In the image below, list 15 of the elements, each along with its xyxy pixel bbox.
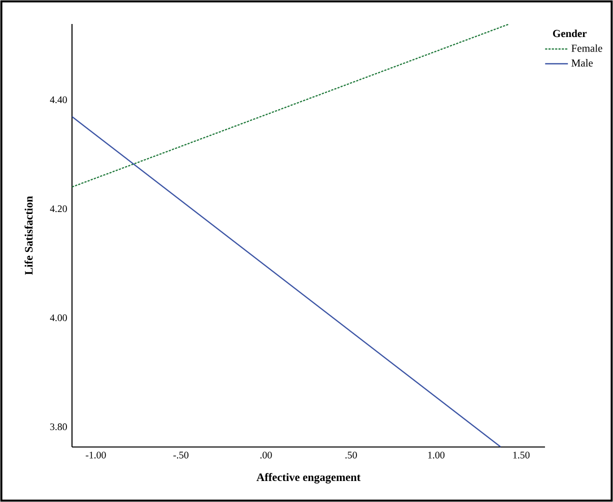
x-tick-label: -.50 xyxy=(173,452,188,458)
x-tick-label: -1.00 xyxy=(86,452,106,458)
legend-title: Gender xyxy=(553,30,587,38)
x-axis-title: Affective engagement xyxy=(256,472,361,484)
y-tick-label: 3.80 xyxy=(50,423,67,430)
legend-label: Male xyxy=(571,59,593,67)
y-tick-label: 4.00 xyxy=(50,314,67,322)
y-axis-title: Life Satisfaction xyxy=(24,196,33,275)
x-tick-label: .00 xyxy=(260,452,272,458)
legend-label: Female xyxy=(571,44,602,52)
y-tick-label: 4.20 xyxy=(50,205,67,212)
x-tick-label: 1.50 xyxy=(513,452,530,458)
x-tick-label: 1.00 xyxy=(428,452,444,458)
y-tick-label: 4.40 xyxy=(50,96,67,104)
x-tick-label: .50 xyxy=(345,452,357,458)
